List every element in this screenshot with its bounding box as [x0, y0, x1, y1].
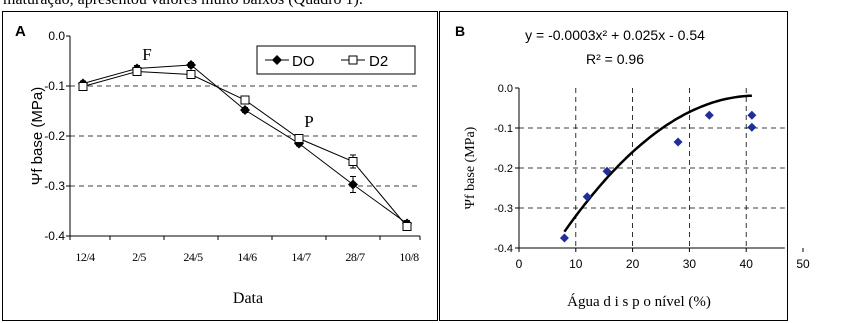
- panel-letter-b: B: [455, 23, 465, 39]
- x-axis-label: Água d i s p o nível (%): [567, 293, 711, 310]
- series-line-DO: [82, 64, 408, 224]
- y-tick-label: -0.4: [494, 243, 513, 255]
- trendline-equation: y = -0.0003x² + 0.025x - 0.54: [525, 27, 705, 43]
- point-D2: [78, 82, 88, 91]
- x-tick-label: 30: [683, 257, 697, 271]
- y-tick-label: -0.4: [44, 229, 65, 243]
- x-tick-label: 10/8: [399, 250, 419, 264]
- y-tick-label: -0.1: [494, 123, 513, 135]
- y-axis-label: Ψf base (MPa): [29, 87, 46, 185]
- y-tick-label: -0.1: [44, 79, 65, 93]
- data-point: [559, 233, 569, 243]
- x-tick-label: 28/7: [345, 250, 365, 264]
- chart-a-svg: A 0.0 -0.1 -0.2 -0.3 -0.4 12/4 2/5 24/5 14/6 14/7 2…: [15, 23, 421, 307]
- panel-a: A 0.0 -0.1 -0.2 -0.3 -0.4 12/4 2/5 24/5 14/6 14/7 2…: [2, 11, 438, 321]
- x-tick-label: 12/4: [75, 250, 95, 264]
- point-D2: [132, 67, 142, 76]
- point-D2: [294, 134, 304, 143]
- y-axis-label: Ψf base (MPa): [463, 126, 478, 209]
- x-tick-label: 0: [516, 257, 523, 271]
- data-point: [747, 110, 757, 120]
- legend-marker-D2: [348, 55, 358, 65]
- x-tick-label: 2/5: [132, 250, 146, 264]
- y-tick-label: -0.2: [494, 163, 513, 175]
- data-point: [747, 122, 757, 132]
- x-tick-label: 20: [626, 257, 640, 271]
- data-point: [673, 137, 683, 147]
- y-tick-label: 0.0: [48, 29, 65, 43]
- x-tick-label: 14/6: [237, 250, 257, 264]
- panel-letter-a: A: [15, 23, 26, 40]
- y-tick-label: -0.3: [494, 203, 513, 215]
- trendline: [563, 94, 752, 233]
- point-D2: [348, 157, 358, 166]
- y-tick-label: -0.3: [44, 179, 65, 193]
- point-D2: [402, 222, 412, 231]
- x-axis-label: Data: [233, 290, 263, 307]
- point-DO: [348, 179, 358, 190]
- point-DO: [186, 60, 196, 70]
- data-point: [602, 166, 612, 176]
- legend-label-DO: DO: [292, 53, 315, 70]
- x-tick-label: 14/7: [291, 250, 311, 264]
- r-squared: R² = 0.96: [586, 51, 644, 67]
- annotation-F: F: [142, 45, 151, 64]
- x-tick-label: 10: [569, 257, 583, 271]
- y-tick-label: -0.2: [44, 129, 65, 143]
- data-point: [582, 192, 592, 202]
- legend-label-D2: D2: [369, 53, 388, 70]
- legend-marker-DO: [272, 55, 282, 65]
- point-DO: [240, 105, 250, 115]
- point-D2: [186, 70, 196, 79]
- annotation-P: P: [304, 112, 313, 131]
- x-tick-label: 40: [740, 257, 754, 271]
- series-line-D2: [82, 70, 408, 227]
- point-D2: [240, 95, 250, 105]
- caption-fragment: maturação, apresentou valores muito baix…: [3, 0, 363, 9]
- data-point: [704, 110, 714, 120]
- x-tick-label: 50: [796, 257, 810, 271]
- x-tick-label: 24/5: [183, 250, 203, 264]
- y-tick-label: 0.0: [498, 83, 513, 95]
